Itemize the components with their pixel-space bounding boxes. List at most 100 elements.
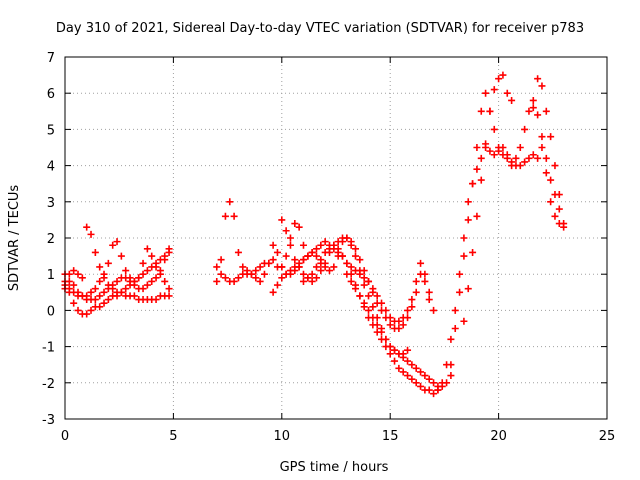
x-axis-label: GPS time / hours xyxy=(280,460,389,475)
data-point xyxy=(113,277,121,285)
data-point xyxy=(365,306,373,314)
data-point xyxy=(152,296,160,304)
data-point xyxy=(312,263,320,271)
data-point xyxy=(447,335,455,343)
data-point xyxy=(534,111,542,119)
data-point xyxy=(113,238,121,246)
data-point xyxy=(499,71,507,79)
data-point xyxy=(96,292,104,300)
data-point xyxy=(213,277,221,285)
data-point xyxy=(282,270,290,278)
data-point xyxy=(378,299,386,307)
data-point xyxy=(451,325,459,332)
data-point xyxy=(404,306,412,314)
data-point xyxy=(100,288,108,296)
data-point xyxy=(234,248,242,256)
x-tick-label: 5 xyxy=(169,429,177,444)
data-point xyxy=(260,270,268,278)
data-point xyxy=(473,212,481,220)
data-point xyxy=(126,277,134,285)
data-point xyxy=(230,277,238,285)
data-point xyxy=(304,274,312,282)
data-point xyxy=(365,277,373,285)
data-point xyxy=(408,361,416,369)
data-point xyxy=(512,154,520,162)
data-point xyxy=(347,277,355,285)
data-point xyxy=(447,361,455,369)
data-point xyxy=(130,292,138,300)
data-point xyxy=(295,263,303,271)
data-point xyxy=(291,256,299,264)
data-point xyxy=(369,314,377,322)
data-point xyxy=(404,346,412,354)
data-point xyxy=(460,317,468,325)
y-tick-label: 1 xyxy=(47,268,55,283)
data-point xyxy=(464,198,472,206)
data-point xyxy=(143,281,151,289)
data-point xyxy=(412,364,420,372)
data-point xyxy=(490,151,498,159)
data-point xyxy=(317,241,325,249)
data-point xyxy=(360,299,368,307)
data-point xyxy=(78,292,86,300)
data-point xyxy=(477,176,485,184)
data-point xyxy=(365,292,373,300)
data-point xyxy=(417,382,425,390)
data-point xyxy=(239,263,247,271)
data-point xyxy=(243,267,251,275)
series-arc-4 xyxy=(61,248,173,304)
data-point xyxy=(425,375,433,383)
data-point xyxy=(143,267,151,275)
x-tick-label: 20 xyxy=(490,429,507,444)
data-point xyxy=(469,180,477,188)
data-point xyxy=(408,375,416,383)
data-point xyxy=(477,154,485,162)
data-point xyxy=(334,245,342,253)
data-point xyxy=(317,267,325,275)
series-arc-9 xyxy=(299,241,438,325)
data-point xyxy=(152,259,160,267)
data-point xyxy=(87,306,95,314)
data-point xyxy=(100,299,108,307)
data-point xyxy=(265,259,273,267)
data-point xyxy=(286,234,294,242)
data-point xyxy=(291,220,299,228)
data-point xyxy=(378,328,386,336)
y-tick-label: 5 xyxy=(47,123,55,138)
data-point xyxy=(321,248,329,256)
data-point xyxy=(325,267,333,275)
data-point xyxy=(529,104,537,112)
data-point xyxy=(343,234,351,242)
x-tick-label: 0 xyxy=(61,429,69,444)
data-point xyxy=(408,303,416,311)
data-point xyxy=(547,133,555,141)
data-point xyxy=(495,144,503,151)
data-point xyxy=(230,212,238,220)
data-point xyxy=(343,259,351,267)
data-point xyxy=(226,198,234,206)
data-point xyxy=(325,245,333,253)
grid xyxy=(65,57,607,419)
data-point xyxy=(412,288,420,296)
data-point xyxy=(78,274,86,282)
data-point xyxy=(65,270,73,278)
data-point xyxy=(490,125,498,133)
data-point xyxy=(156,267,164,275)
data-point xyxy=(295,223,303,231)
data-point xyxy=(404,372,412,380)
y-tick-label: 2 xyxy=(47,232,55,247)
data-point xyxy=(352,285,360,293)
data-point xyxy=(278,274,286,282)
data-point xyxy=(417,259,425,267)
data-point xyxy=(139,270,147,278)
data-point xyxy=(213,263,221,271)
data-point xyxy=(382,335,390,343)
y-axis-label: SDTVAR / TECUs xyxy=(7,185,22,292)
data-point xyxy=(269,288,277,296)
data-point xyxy=(460,252,468,260)
data-point xyxy=(503,89,511,97)
data-point xyxy=(421,372,429,380)
data-point xyxy=(408,296,416,304)
data-point xyxy=(529,96,537,104)
